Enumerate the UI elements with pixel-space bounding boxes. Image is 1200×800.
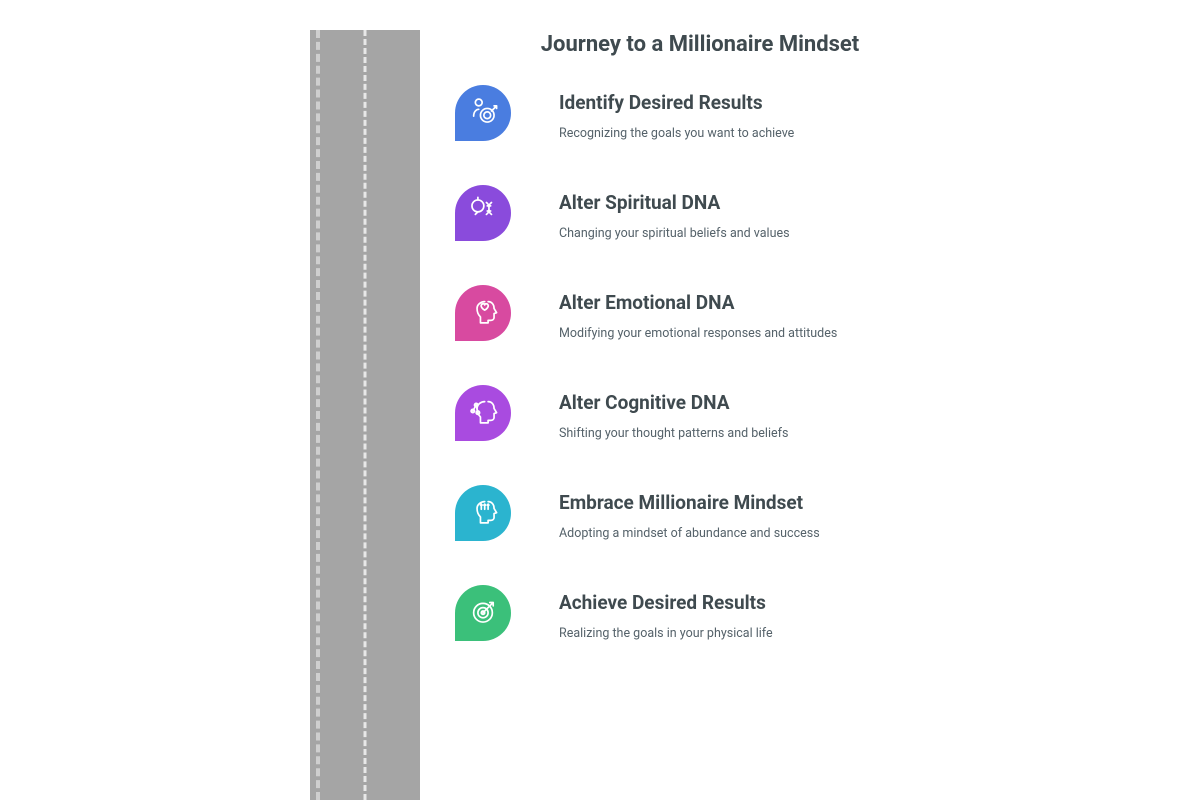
dna-icon <box>466 194 500 232</box>
step-desc: Realizing the goals in your physical lif… <box>559 626 773 641</box>
target-arrow-icon <box>466 594 500 632</box>
step-desc: Changing your spiritual beliefs and valu… <box>559 226 790 241</box>
step-desc: Adopting a mindset of abundance and succ… <box>559 526 820 541</box>
step-item: Embrace Millionaire Mindset Adopting a m… <box>455 485 955 541</box>
step-title: Embrace Millionaire Mindset <box>559 491 820 514</box>
road-graphic <box>310 30 420 800</box>
step-item: Alter Cognitive DNA Shifting your though… <box>455 385 955 441</box>
steps-list: Identify Desired Results Recognizing the… <box>455 85 955 685</box>
step-title: Identify Desired Results <box>559 91 794 114</box>
step-badge <box>455 185 511 241</box>
step-item: Identify Desired Results Recognizing the… <box>455 85 955 141</box>
page-title: Journey to a Millionaire Mindset <box>440 32 960 57</box>
infographic-canvas: Journey to a Millionaire Mindset Identif… <box>0 0 1200 800</box>
step-badge <box>455 285 511 341</box>
mindset-head-icon <box>466 494 500 532</box>
step-badge <box>455 85 511 141</box>
step-badge <box>455 485 511 541</box>
step-badge <box>455 385 511 441</box>
step-title: Achieve Desired Results <box>559 591 773 614</box>
brain-head-icon <box>466 394 500 432</box>
heart-head-icon <box>466 294 500 332</box>
step-desc: Shifting your thought patterns and belie… <box>559 426 788 441</box>
step-title: Alter Cognitive DNA <box>559 391 788 414</box>
step-item: Alter Spiritual DNA Changing your spirit… <box>455 185 955 241</box>
step-item: Achieve Desired Results Realizing the go… <box>455 585 955 641</box>
target-person-icon <box>466 94 500 132</box>
step-title: Alter Spiritual DNA <box>559 191 790 214</box>
step-title: Alter Emotional DNA <box>559 291 837 314</box>
step-desc: Recognizing the goals you want to achiev… <box>559 126 794 141</box>
step-badge <box>455 585 511 641</box>
step-item: Alter Emotional DNA Modifying your emoti… <box>455 285 955 341</box>
step-desc: Modifying your emotional responses and a… <box>559 326 837 341</box>
